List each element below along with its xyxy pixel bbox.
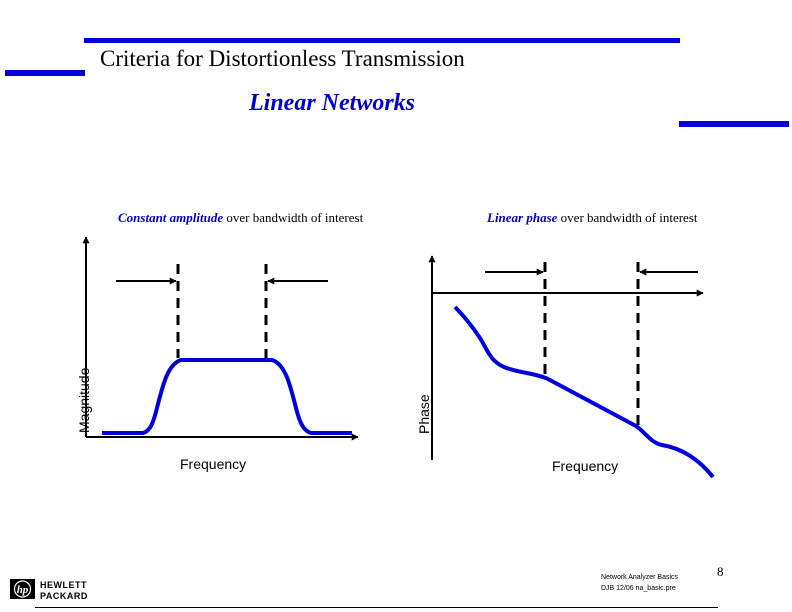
left-caption: Constant amplitude over bandwidth of int…	[118, 210, 363, 226]
top-accent-bar	[84, 38, 680, 43]
footer-file-info: DJB 12/06 na_basic.pre	[601, 585, 676, 592]
right-accent-bar	[679, 121, 789, 127]
magnitude-x-label: Frequency	[180, 456, 246, 472]
footer-course-title: Network Analyzer Basics	[601, 574, 679, 581]
phase-x-label: Frequency	[552, 458, 618, 474]
svg-text:hp: hp	[17, 584, 29, 596]
left-caption-rest: over bandwidth of interest	[223, 210, 364, 225]
magnitude-plot	[82, 236, 359, 441]
left-caption-emphasis: Constant amplitude	[118, 210, 224, 225]
logo-line-hewlett: HEWLETT	[40, 580, 87, 590]
magnitude-curve	[102, 358, 352, 435]
hp-logo-icon: hp	[10, 579, 35, 599]
phase-curve	[453, 305, 715, 479]
phase-plot	[428, 255, 715, 479]
right-caption-rest: over bandwidth of interest	[557, 210, 698, 225]
right-caption-emphasis: Linear phase	[487, 210, 558, 225]
page-number: 8	[717, 564, 724, 579]
slide-title: Criteria for Distortionless Transmission	[100, 46, 465, 71]
slide-subtitle: Linear Networks	[249, 90, 416, 116]
left-accent-bar	[5, 70, 85, 76]
logo-line-packard: PACKARD	[40, 591, 88, 601]
phase-y-label: Phase	[416, 394, 432, 434]
footer-rule	[35, 607, 718, 608]
right-caption: Linear phase over bandwidth of interest	[487, 210, 698, 226]
magnitude-y-label: Magnitude	[76, 367, 92, 433]
